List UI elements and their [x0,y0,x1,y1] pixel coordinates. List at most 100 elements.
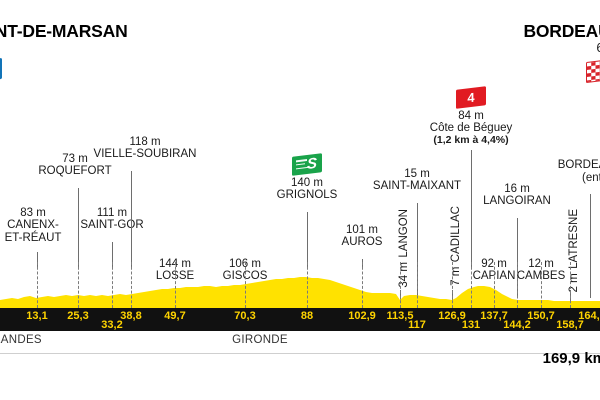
climb-detail: (1,2 km à 4,4%) [433,133,509,146]
point-name: GRIGNOLS [276,189,338,202]
leader-line-saint-maixant [417,203,418,297]
sprint-banner-letter: S [306,154,317,174]
point-name: BORDEAUX [557,159,600,172]
start-city-name: MONT-DE-MARSAN [0,21,128,41]
point-name: VIELLE-SOUBIRAN [93,148,197,161]
point-name: LANGOIRAN [483,195,551,208]
km-marker: 126,9 [438,310,466,322]
point-label-canenx-et-reaut: 83 m CANENX- ET-RÉAUT [5,207,62,244]
checkered-finish-flag-icon [586,57,600,84]
finish-city-name: BORDEAUX [523,21,600,41]
leader-line-canenx [37,252,38,268]
finish-flag-wrap [523,57,600,86]
km-marker: 164, [578,310,600,322]
km-markers-band: 13,1 25,3 38,8 49,7 70,3 88 102,9 113,5 … [0,308,600,331]
km-marker: 25,3 [67,310,89,322]
point-label-roquefort: 73 m ROQUEFORT [38,153,111,178]
km-tick [245,262,246,308]
point-label-vielle-soubiran: 118 m VIELLE-SOUBIRAN [94,136,197,161]
point-name: SAINT-GOR [80,219,144,232]
leader-line-climb [471,150,472,268]
km-marker: 131 [461,319,481,331]
point-name: ROQUEFORT [38,165,112,178]
elevation-profile-fill [0,277,600,310]
point-altitude: 140 m [291,177,323,189]
point-altitude: 16 m [504,183,530,195]
km-tick [78,262,79,308]
climb-name: Côte de Béguey [429,122,513,135]
km-tick [400,262,401,308]
department-label: GIRONDE [232,334,288,346]
point-name-line2: ET-RÉAUT [4,231,62,244]
point-altitude: 144 m [159,258,191,270]
elevation-profile-area [0,262,600,310]
km-tick [452,262,453,308]
point-name: LATRESNE [568,209,580,269]
point-altitude: 111 m [96,207,128,219]
leader-line-grignols [307,212,308,268]
total-distance-label: 169,9 km [542,350,600,367]
km-tick [112,262,113,308]
km-marker: 33,2 [101,319,123,331]
point-altitude: 15 m [404,168,430,180]
km-marker: 158,7 [556,319,584,331]
leader-line-langoiran [517,218,518,298]
leader-line-bordeaux-entree [590,194,591,298]
km-tick [362,262,363,308]
point-label-langoiran: 16 m LANGOIRAN [483,183,551,208]
km-marker: 144,2 [503,319,531,331]
point-label-bordeaux-entree: 2 m BORDEAUX (entrée) [558,147,600,184]
stage-finish-block: BORDEAUX 6 m [523,22,600,86]
km-tick [570,262,571,308]
point-altitude: 83 m [20,207,46,219]
km-tick [307,262,308,308]
point-altitude: 118 m [129,136,161,148]
finish-altitude: 6 m [596,40,600,56]
km-tick [517,262,518,308]
point-label-grignols: 140 m GRIGNOLS [277,177,338,202]
climb-label-cote-de-beguey: 84 m Côte de Béguey (1,2 km à 4,4%) [430,110,512,146]
km-marker: 137,7 [480,310,508,322]
km-marker: 113,5 [386,310,414,322]
point-name: SAINT-MAIXANT [372,180,462,193]
point-name: AUROS [341,236,383,249]
point-label-saint-gor: 111 m SAINT-GOR [80,207,143,232]
stage-start-block: MONT-DE-MARSAN 52 m [0,22,128,86]
point-name: CADILLAC [450,206,462,263]
km-marker: 38,8 [120,310,142,322]
km-marker: 13,1 [26,310,48,322]
start-altitude: 52 m [0,40,128,56]
point-name: CANENX- [7,219,59,232]
km-tick [37,262,38,308]
elevation-profile-svg [0,277,600,310]
point-label-saint-maixant: 15 m SAINT-MAIXANT [373,168,461,193]
point-altitude: 73 m [62,153,88,165]
green-sprint-banner-icon: S [292,153,322,176]
climb-altitude: 84 m [458,110,484,122]
point-name-line2: (entrée) [581,171,600,184]
km-tick [417,262,418,308]
climb-category-chip: 4 [456,86,486,109]
km-marker: 49,7 [164,310,186,322]
point-altitude: 106 m [229,258,261,270]
start-flag-wrap [0,57,128,86]
point-altitude: 101 m [346,224,378,236]
point-altitude: 2 m [558,147,600,159]
department-band: LANDES GIRONDE [0,331,600,354]
km-marker: 117 [408,319,426,331]
point-label-auros: 101 m AUROS [342,224,383,249]
leader-line-vielle-soubiran [131,171,132,268]
department-label: LANDES [0,334,42,346]
point-name: LANGON [398,209,410,258]
leader-line-roquefort [78,188,79,268]
km-tick [131,262,132,308]
km-marker: 102,9 [348,310,376,322]
departure-flag-icon [0,57,2,84]
km-tick [471,262,472,308]
km-tick [494,262,495,308]
leader-line-saint-gor [112,242,113,268]
km-marker: 70,3 [234,310,256,322]
km-tick [541,262,542,308]
km-tick [175,262,176,308]
